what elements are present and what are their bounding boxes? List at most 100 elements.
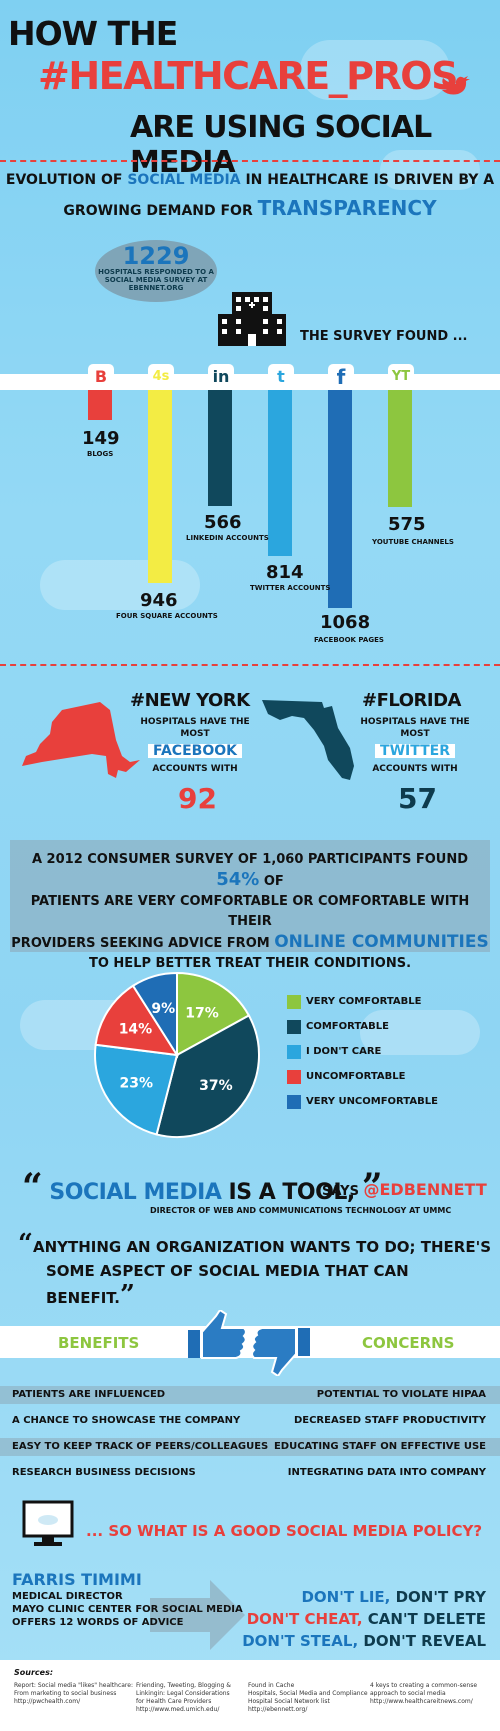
pie-slice [176, 971, 251, 1057]
cs-l1: A 2012 CONSUMER SURVEY OF 1,060 PARTICIP… [31, 852, 469, 867]
quote-a: SOCIAL MEDIA [49, 1180, 222, 1205]
source-3: Found in Cache Hospitals, Social Media a… [248, 1682, 368, 1714]
source-line: Hospitals, Social Media and Compliance [248, 1690, 368, 1697]
source-line: Found in Cache [248, 1682, 295, 1689]
ny-text: HOSPITALS HAVE THE MOST FACEBOOK ACCOUNT… [140, 716, 250, 775]
legend-swatch [287, 1020, 301, 1034]
bar-facebook [328, 390, 352, 608]
quote-line2: SOME ASPECT OF SOCIAL MEDIA THAT CAN BEN… [46, 1262, 409, 1307]
legend-swatch [287, 1070, 301, 1084]
intro-e: TRANSPARENCY [257, 196, 437, 220]
legend-label: I DON'T CARE [306, 1046, 382, 1057]
open-quote-icon: “ [18, 1229, 33, 1259]
label-facebook: FACEBOOK PAGES [314, 636, 384, 644]
source-2: Friending, Tweeting, Blogging & Linkingi… [136, 1682, 231, 1714]
concern-item: INTEGRATING DATA INTO COMPANY [287, 1467, 486, 1478]
quote-says: SAYS [322, 1184, 359, 1199]
consumer-survey-box: A 2012 CONSUMER SURVEY OF 1,060 PARTICIP… [10, 840, 490, 971]
farris-l1: MEDICAL DIRECTOR [12, 1591, 123, 1602]
value-facebook: 1068 [320, 612, 371, 633]
fl-line1: HOSPITALS HAVE THE [360, 717, 470, 727]
pie-slice-label: 9% [151, 1001, 175, 1017]
comfort-pie-chart: 17% 37% 23% 14% 9% [94, 971, 260, 1138]
cs-l4: TO HELP BETTER TREAT THEIR CONDITIONS. [88, 956, 412, 971]
source-line: http://www.med.umich.edu/ [136, 1706, 220, 1713]
foursquare-icon: 4s [148, 364, 174, 390]
bubble-text-1: HOSPITALS RESPONDED TO A [98, 268, 214, 276]
facebook-icon: f [328, 364, 354, 390]
icon-strip [0, 374, 500, 390]
bar-linkedin [208, 390, 232, 506]
ny-value: 92 [178, 782, 217, 815]
pie-slice-label: 17% [185, 1006, 219, 1022]
concern-item: DECREASED STAFF PRODUCTIVITY [293, 1415, 486, 1426]
arrow-shape [150, 1580, 245, 1650]
intro-d: GROWING DEMAND FOR [63, 203, 253, 219]
legend-label: VERY UNCOMFORTABLE [306, 1096, 438, 1107]
legend-label: VERY COMFORTABLE [306, 996, 422, 1007]
quote-headline: “ SOCIAL MEDIA IS A TOOL, ” [22, 1166, 383, 1208]
bubble-text-2: SOCIAL MEDIA SURVEY AT [104, 276, 208, 284]
fl-text: HOSPITALS HAVE THE MOST TWITTER ACCOUNTS… [360, 716, 470, 775]
bar-foursquare [148, 390, 172, 583]
title-line-1: HOW THE [8, 14, 178, 53]
survey-found-label: THE SURVEY FOUND ... [300, 329, 468, 344]
survey-bubble: 1229 HOSPITALS RESPONDED TO A SOCIAL MED… [95, 240, 217, 302]
twitter-icon: t [268, 364, 294, 390]
pie-slice [131, 971, 178, 1059]
cloud-decoration [360, 1010, 480, 1055]
source-line: http://ebennett.org/ [248, 1706, 308, 1713]
ny-line3: ACCOUNTS WITH [152, 764, 238, 774]
legend-label: COMFORTABLE [306, 1021, 389, 1032]
hospital-count: 1229 [122, 242, 190, 270]
quote-handle: @EDBENNETT [363, 1180, 487, 1199]
value-foursquare: 946 [140, 590, 178, 611]
cs-highlight: ONLINE COMMUNITIES [274, 932, 489, 952]
concern-item: POTENTIAL TO VIOLATE HIPAA [316, 1389, 486, 1400]
pie-slice-label: 23% [120, 1076, 154, 1092]
value-blogs: 149 [82, 428, 120, 449]
intro-b: SOCIAL MEDIA [127, 172, 241, 188]
thumbs-down-icon [251, 1327, 310, 1376]
policy-question: ... SO WHAT IS A GOOD SOCIAL MEDIA POLIC… [86, 1522, 483, 1540]
divider [0, 160, 500, 162]
benefits-title: BENEFITS [58, 1334, 140, 1352]
farris-name: FARRIS TIMIMI [12, 1570, 142, 1589]
close-quote-icon: ” [119, 1280, 135, 1310]
legend-label: UNCOMFORTABLE [306, 1071, 406, 1082]
label-twitter: TWITTER ACCOUNTS [250, 584, 331, 592]
label-blogs: BLOGS [87, 450, 114, 458]
quote-role: DIRECTOR OF WEB AND COMMUNICATIONS TECHN… [150, 1206, 452, 1215]
fl-hashtag: #FLORIDA [362, 690, 461, 711]
source-line: Hospital Social Network list [248, 1698, 330, 1705]
source-line: Friending, Tweeting, Blogging & [136, 1682, 231, 1689]
advice-b1: DON'T CHEAT, [246, 1610, 363, 1628]
florida-map-icon [262, 700, 354, 780]
computer-monitor-icon [22, 1500, 74, 1546]
youtube-icon: YT [388, 364, 414, 390]
cs-l3: PROVIDERS SEEKING ADVICE FROM [11, 936, 270, 951]
legend-swatch [287, 1045, 301, 1059]
row-band [0, 1438, 500, 1456]
intro-a: EVOLUTION OF [5, 172, 123, 188]
bubble-text-3: EBENNET.ORG [128, 284, 184, 292]
source-line: approach to social media [370, 1690, 446, 1697]
label-foursquare: FOUR SQUARE ACCOUNTS [116, 612, 218, 620]
advice-b2: CAN'T DELETE [367, 1610, 486, 1628]
cloud-decoration [40, 560, 200, 610]
quote-attrib: SAYS @EDBENNETT [322, 1180, 487, 1199]
quote-body: “ANYTHING AN ORGANIZATION WANTS TO DO; T… [18, 1229, 500, 1310]
ny-hashtag: #NEW YORK [130, 690, 250, 711]
fl-line2: MOST [400, 729, 430, 739]
intro-line-1: EVOLUTION OF SOCIAL MEDIA IN HEALTHCARE … [0, 172, 500, 188]
source-line: From marketing to social business [14, 1690, 117, 1697]
value-twitter: 814 [266, 562, 304, 583]
cs-pct: 54% [216, 869, 260, 890]
bc-band [0, 1326, 500, 1358]
quote-b: IS A TOOL, [228, 1180, 356, 1205]
benefit-item: PATIENTS ARE INFLUENCED [12, 1389, 166, 1400]
pie-slice [94, 1043, 179, 1136]
pie-slice [155, 1014, 260, 1138]
thumbs-up-icon [188, 1310, 247, 1359]
bar-youtube [388, 390, 412, 507]
